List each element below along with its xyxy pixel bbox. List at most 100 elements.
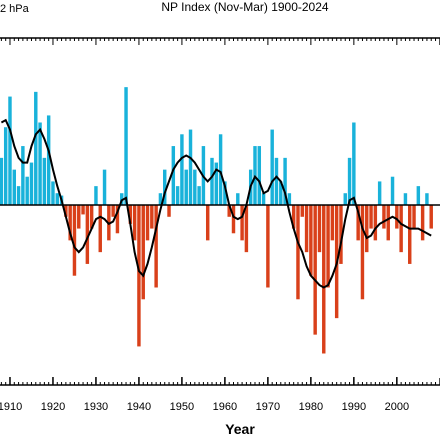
bar [81, 205, 85, 215]
bar [115, 205, 120, 234]
smoothed-line [0, 118, 432, 289]
x-tick-label: 1930 [84, 401, 108, 413]
bar [175, 186, 180, 205]
bar [51, 181, 55, 205]
bar [412, 205, 416, 229]
bar [42, 157, 47, 205]
bar [274, 157, 279, 205]
bar [38, 122, 42, 205]
bar [373, 205, 378, 241]
bar [120, 193, 124, 205]
bar [352, 122, 356, 205]
bar [98, 205, 102, 253]
bar [356, 205, 360, 241]
bar [102, 169, 107, 205]
x-tick-label: 2000 [385, 401, 409, 413]
bar [313, 205, 317, 335]
bar [145, 205, 150, 241]
bar [300, 205, 304, 217]
bar [257, 146, 262, 205]
bar [77, 205, 81, 229]
bar [188, 129, 193, 205]
bar [111, 205, 115, 217]
bar [420, 205, 425, 241]
unit-label: 2 hPa [0, 3, 30, 15]
bar [326, 205, 330, 288]
bar [184, 169, 188, 205]
bar [304, 205, 309, 253]
bar [214, 162, 219, 205]
bar [68, 205, 72, 241]
bar [21, 146, 25, 205]
chart-title: NP Index (Nov-Mar) 1900-2024 [161, 0, 329, 14]
bar [390, 176, 395, 205]
bar [339, 205, 343, 264]
bar [347, 157, 352, 205]
bar [94, 186, 98, 205]
bar [55, 193, 59, 205]
bar [150, 205, 154, 229]
x-axis-title: Year [225, 421, 255, 437]
bar [3, 127, 8, 205]
bar [429, 205, 433, 229]
bar [322, 205, 326, 354]
bar [132, 205, 137, 241]
bar [382, 205, 386, 229]
bar [425, 193, 429, 205]
bar [223, 181, 227, 205]
bar [141, 205, 145, 300]
bar [12, 169, 17, 205]
bar [197, 186, 201, 205]
bar [408, 205, 412, 264]
bar [330, 205, 335, 241]
bar [296, 205, 300, 300]
bar [360, 205, 365, 300]
bar [270, 129, 274, 205]
bar [72, 205, 77, 276]
bar [395, 205, 399, 229]
bar [8, 96, 12, 205]
bar [16, 186, 21, 205]
x-tick-label: 1970 [256, 401, 280, 413]
bar [369, 205, 373, 229]
bar [240, 205, 244, 241]
bar [171, 146, 176, 205]
bar [403, 193, 408, 205]
bar [365, 205, 369, 253]
bar [85, 205, 90, 264]
bar [283, 157, 287, 205]
bar [29, 162, 34, 205]
bar [193, 169, 197, 205]
bar [287, 193, 292, 205]
bar [291, 205, 296, 229]
bar [244, 205, 249, 253]
bar [416, 186, 421, 205]
bar [205, 205, 210, 241]
bar [137, 205, 141, 347]
bar [158, 193, 163, 205]
bar [0, 157, 4, 205]
x-tick-label: 1960 [213, 401, 237, 413]
bar [154, 205, 158, 288]
x-tick-label: 1950 [170, 401, 194, 413]
bar [210, 157, 214, 205]
bar [227, 205, 231, 217]
bar [64, 205, 68, 217]
bar [266, 205, 270, 288]
bar [124, 87, 128, 205]
bar [309, 205, 313, 276]
x-tick-label: 1990 [342, 401, 366, 413]
bar [231, 205, 236, 234]
bar [167, 205, 171, 217]
bar [261, 193, 266, 205]
bar [377, 181, 382, 205]
x-tick-label: 1940 [127, 401, 151, 413]
bar [279, 181, 283, 205]
bar [163, 169, 167, 205]
bar [343, 193, 347, 205]
x-tick-label: 1910 [0, 401, 22, 413]
bar [317, 205, 322, 253]
bar [180, 134, 184, 205]
